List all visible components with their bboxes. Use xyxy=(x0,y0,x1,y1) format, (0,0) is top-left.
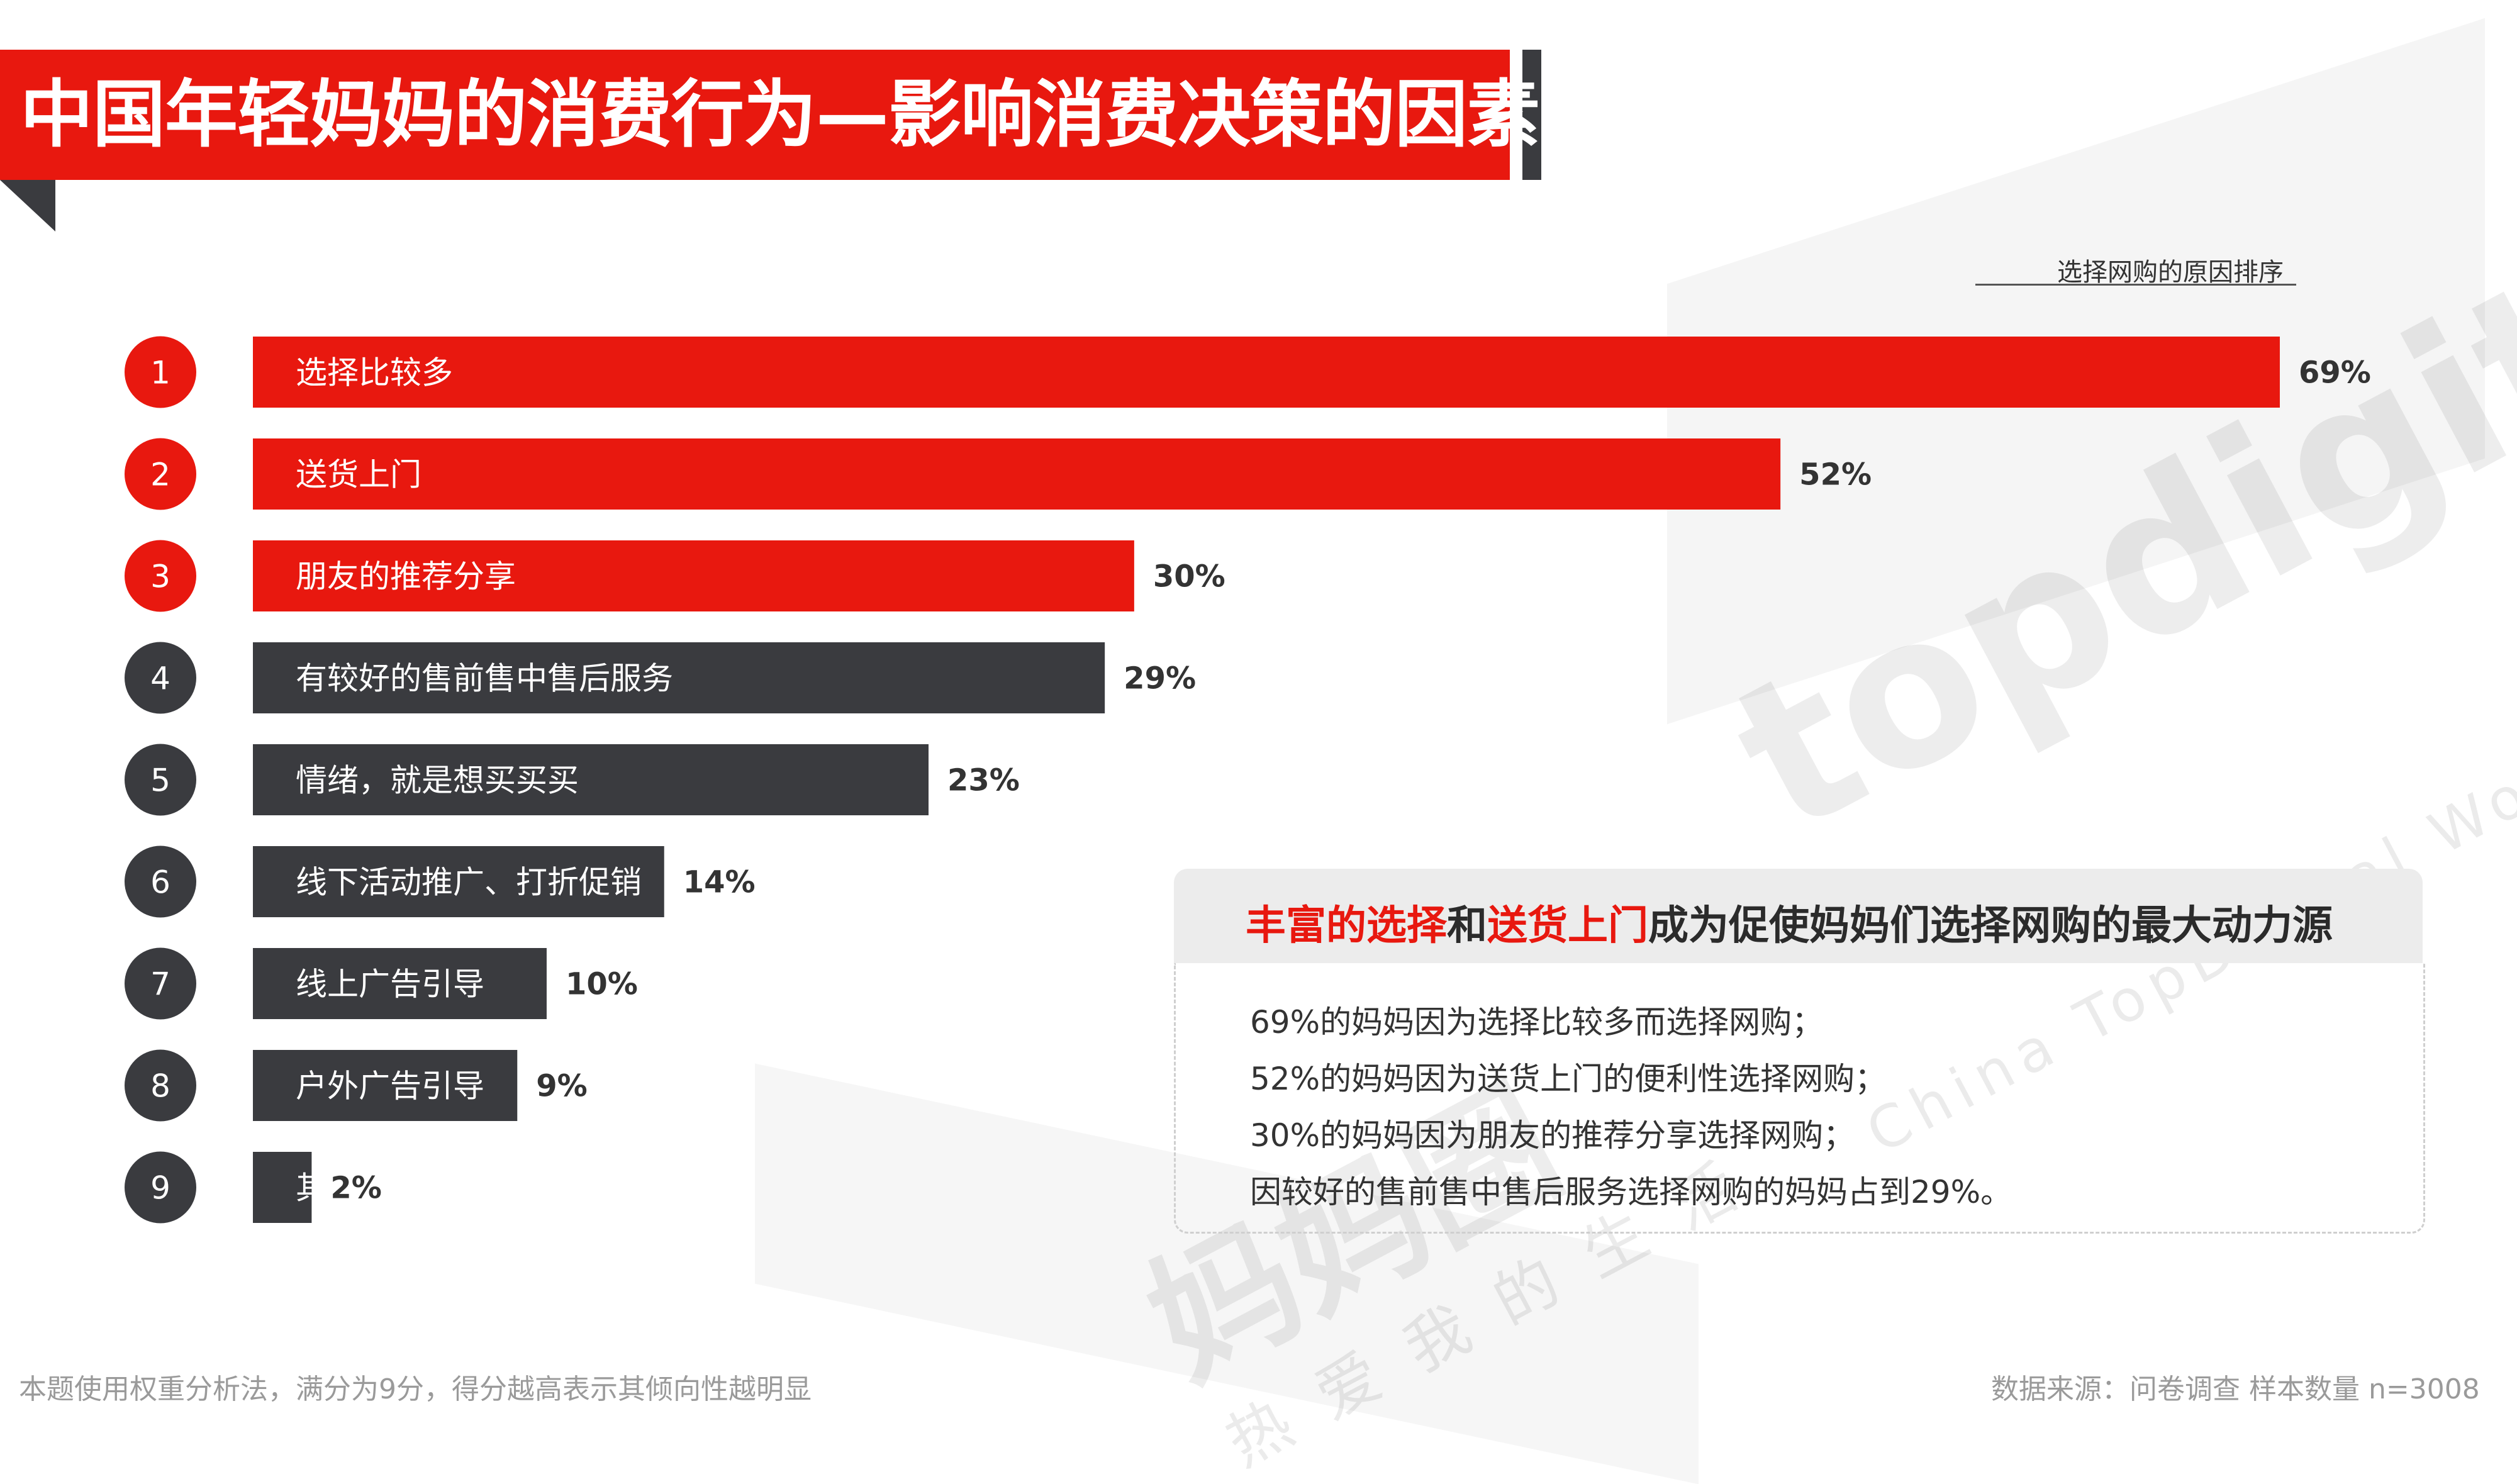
rank-badge xyxy=(125,1049,196,1122)
value-label: 69% xyxy=(2299,355,2371,391)
category-label: 送货上门 xyxy=(296,457,421,493)
bar xyxy=(253,540,1134,611)
rank-number: 7 xyxy=(150,966,170,1003)
bar xyxy=(253,1050,518,1121)
title-accent-bar xyxy=(1522,50,1541,180)
rank-number: 4 xyxy=(150,661,170,697)
callout-line: 30%的妈妈因为朋友的推荐分享选择网购； xyxy=(1250,1117,1855,1154)
bar xyxy=(253,846,664,917)
callout-heading: 丰富的选择和送货上门成为促使妈妈们选择网购的最大动力源 xyxy=(1246,893,2333,951)
category-label: 线上广告引导 xyxy=(296,966,484,1003)
category-label: 情绪，就是想买买买 xyxy=(296,762,579,799)
callout-line: 因较好的售前售中售后服务选择网购的妈妈占到29%。 xyxy=(1250,1174,2012,1210)
rank-badge xyxy=(125,744,196,816)
title-banner xyxy=(0,50,1510,180)
rank-badge xyxy=(125,947,196,1020)
rank-badge xyxy=(125,1151,196,1224)
rank-number: 5 xyxy=(150,762,170,799)
callout-line: 69%的妈妈因为选择比较多而选择网购； xyxy=(1250,1004,1824,1040)
legend-label: 选择网购的原因排序 xyxy=(2057,258,2284,287)
category-label: 选择比较多 xyxy=(296,355,453,391)
value-label: 9% xyxy=(536,1069,588,1104)
callout-heading-part: 成为促使妈妈们选择网购的最大动力源 xyxy=(1648,903,2333,949)
category-label: 有较好的售前售中售后服务 xyxy=(296,661,673,697)
rank-number: 9 xyxy=(150,1170,170,1207)
footer-note: 本题使用权重分析法，满分为9分，得分越高表示其倾向性越明显 xyxy=(19,1373,812,1405)
value-label: 10% xyxy=(566,967,638,1002)
value-label: 14% xyxy=(683,865,756,900)
rank-number: 1 xyxy=(150,355,170,391)
page-title: 中国年轻妈妈的消费行为—影响消费决策的因素 xyxy=(20,72,1540,157)
callout-header xyxy=(1174,869,2423,963)
rank-number: 3 xyxy=(150,559,170,595)
bar xyxy=(253,337,2280,408)
rank-badge xyxy=(125,336,196,408)
callout-line: 52%的妈妈因为送货上门的便利性选择网购； xyxy=(1250,1061,1887,1097)
rank-badge xyxy=(125,540,196,612)
rank-badge xyxy=(125,642,196,714)
footer-source: 数据来源：问卷调查 样本数量 n=3008 xyxy=(1991,1373,2480,1405)
bar-chart: 1 选择比较多 69%2 送货上门 52%3 朋友的推荐分享 30%4 有较好的售前售中售后服… xyxy=(125,336,2371,1224)
bar xyxy=(253,744,929,815)
bar xyxy=(253,438,1781,510)
value-label: 29% xyxy=(1124,661,1196,696)
callout-heading-part: 和 xyxy=(1447,903,1487,949)
rank-number: 2 xyxy=(150,457,170,493)
category-label: 户外广告引导 xyxy=(296,1068,484,1105)
legend-underline xyxy=(1975,284,2296,286)
value-label: 2% xyxy=(330,1171,382,1206)
rank-badge xyxy=(125,438,196,510)
category-label: 线下活动推广、打折促销 xyxy=(296,864,642,901)
category-label: 朋友的推荐分享 xyxy=(296,559,516,595)
rank-badge xyxy=(125,845,196,918)
value-label: 52% xyxy=(1799,457,1872,493)
category-label: 其他 xyxy=(296,1170,359,1207)
bar xyxy=(253,1152,312,1223)
value-label: 30% xyxy=(1153,559,1225,594)
callout-box xyxy=(1174,963,2425,1234)
rank-number: 6 xyxy=(150,864,170,901)
title-banner-fold xyxy=(0,180,55,232)
bar xyxy=(253,642,1105,713)
bar xyxy=(253,948,547,1019)
callout-heading-part: 送货上门 xyxy=(1487,903,1648,949)
rank-number: 8 xyxy=(150,1068,170,1105)
value-label: 23% xyxy=(947,763,1020,798)
callout-heading-part: 丰富的选择 xyxy=(1246,903,1447,949)
